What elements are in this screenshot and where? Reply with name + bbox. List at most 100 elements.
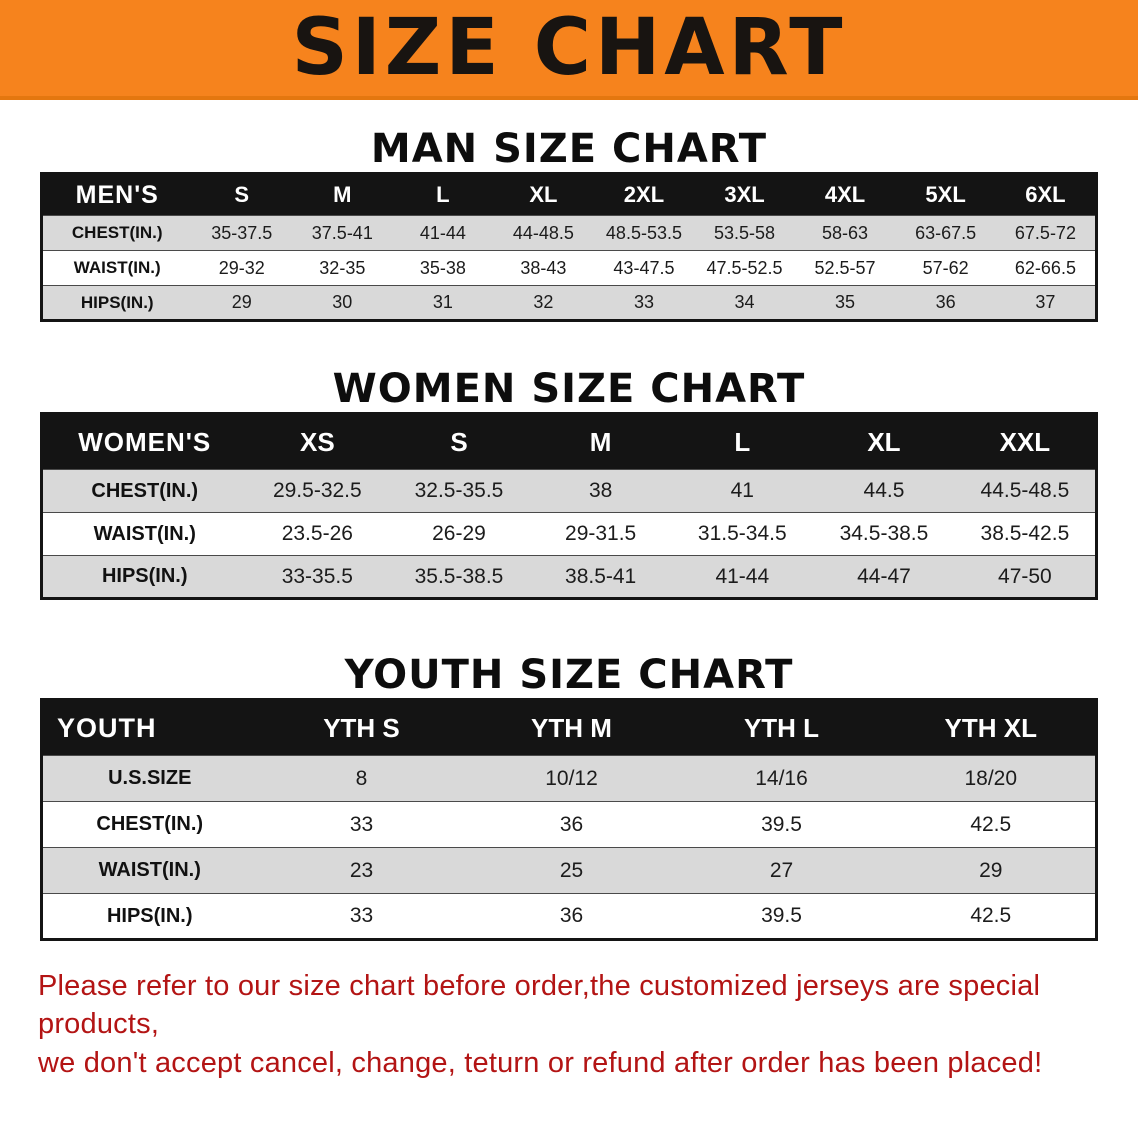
women-size-table: WOMEN'S XS S M L XL XXL CHEST(IN.) 29.5-32.5 32.5… bbox=[40, 412, 1098, 600]
row-label-cell: WAIST(IN.) bbox=[98, 859, 201, 881]
table-row: CHEST(IN.) 33 36 39.5 42.5 bbox=[41, 801, 1097, 848]
size-column-header: S bbox=[388, 413, 530, 470]
size-column-header: L bbox=[671, 413, 814, 470]
measurement-value-cell: 39.5 bbox=[761, 904, 802, 927]
measurement-value-cell: 32-35 bbox=[319, 257, 366, 278]
men-size-table: MEN'S S M L XL 2XL 3XL 4XL 5XL 6XL CHEST(IN.) 35-37… bbox=[40, 172, 1098, 322]
measurement-value-cell: 31 bbox=[432, 292, 453, 312]
size-column-header: 2XL bbox=[593, 173, 695, 216]
measurement-value-cell: 33 bbox=[633, 292, 654, 312]
measurement-value-cell: 38.5-42.5 bbox=[980, 522, 1070, 545]
size-chart-banner: SIZE CHART bbox=[0, 0, 1138, 100]
table-header-row: MEN'S S M L XL 2XL 3XL 4XL 5XL 6XL bbox=[41, 173, 1097, 216]
table-row: WAIST(IN.) 23.5-26 26-29 29-31.5 31.5-34.5 34… bbox=[41, 512, 1097, 556]
measurement-value-cell: 25 bbox=[559, 858, 584, 882]
measurement-value-cell: 67.5-72 bbox=[1014, 222, 1076, 243]
measurement-value-cell: 29 bbox=[231, 292, 252, 312]
table-header-row: WOMEN'S XS S M L XL XXL bbox=[41, 413, 1097, 470]
measurement-value-cell: 37.5-41 bbox=[311, 222, 373, 243]
table-row: HIPS(IN.) 29 30 31 32 33 34 35 36 37 bbox=[41, 285, 1097, 321]
measurement-value-cell: 8 bbox=[355, 766, 368, 790]
measurement-value-cell: 36 bbox=[935, 292, 956, 312]
measurement-value-cell: 31.5-34.5 bbox=[697, 522, 787, 545]
measurement-value-cell: 35.5-38.5 bbox=[414, 564, 504, 588]
row-label-cell: WAIST(IN.) bbox=[73, 258, 161, 277]
measurement-value-cell: 26-29 bbox=[432, 522, 486, 545]
row-label-cell: CHEST(IN.) bbox=[96, 813, 204, 835]
measurement-value-cell: 29 bbox=[979, 858, 1003, 882]
table-row: HIPS(IN.) 33 36 39.5 42.5 bbox=[41, 893, 1097, 940]
size-column-header: M bbox=[529, 413, 672, 470]
disclaimer-line-2: we don't accept cancel, change, teturn o… bbox=[38, 1046, 1043, 1079]
measurement-value-cell: 53.5-58 bbox=[713, 222, 776, 243]
table-row: WAIST(IN.) 29-32 32-35 35-38 38-43 43-47.5 47.… bbox=[41, 250, 1097, 286]
size-column-header: 3XL bbox=[694, 173, 795, 216]
measurement-value-cell: 58-63 bbox=[822, 222, 869, 243]
measurement-value-cell: 10/12 bbox=[545, 766, 598, 790]
row-label-cell: CHEST(IN.) bbox=[91, 479, 199, 502]
measurement-value-cell: 29-31.5 bbox=[565, 522, 637, 545]
disclaimer: Please refer to our size chart before or… bbox=[38, 967, 1100, 1082]
measurement-value-cell: 38 bbox=[588, 479, 613, 502]
row-label-cell: WAIST(IN.) bbox=[93, 522, 196, 545]
measurement-value-cell: 44.5-48.5 bbox=[980, 479, 1070, 502]
measurement-value-cell: 44-48.5 bbox=[512, 222, 574, 243]
measurement-value-cell: 32 bbox=[533, 292, 554, 312]
measurement-value-cell: 42.5 bbox=[970, 904, 1012, 927]
table-title-cell: YOUTH bbox=[41, 699, 257, 756]
measurement-value-cell: 57-62 bbox=[922, 257, 969, 278]
measurement-value-cell: 44-47 bbox=[857, 564, 911, 588]
table-row: WAIST(IN.) 23 25 27 29 bbox=[41, 847, 1097, 894]
disclaimer-line-1: Please refer to our size chart before or… bbox=[38, 970, 1041, 1041]
youth-size-table: YOUTH YTH S YTH M YTH L YTH XL U.S.SIZE 8 10/12… bbox=[40, 698, 1098, 941]
measurement-value-cell: 39.5 bbox=[761, 812, 802, 836]
measurement-value-cell: 23.5-26 bbox=[281, 522, 353, 545]
measurement-value-cell: 41 bbox=[730, 479, 754, 502]
youth-section-heading: YOUTH SIZE CHART bbox=[344, 652, 794, 698]
measurement-value-cell: 62-66.5 bbox=[1014, 257, 1076, 278]
size-column-header: XL bbox=[813, 413, 955, 470]
measurement-value-cell: 30 bbox=[332, 292, 353, 312]
table-row: HIPS(IN.) 33-35.5 35.5-38.5 38.5-41 41-44 44-… bbox=[41, 555, 1097, 599]
table-header-row: YOUTH YTH S YTH M YTH L YTH XL bbox=[41, 699, 1097, 756]
measurement-value-cell: 47-50 bbox=[998, 564, 1052, 588]
measurement-value-cell: 38-43 bbox=[520, 257, 567, 278]
size-column-header: L bbox=[392, 173, 494, 216]
table-title-cell: MEN'S bbox=[41, 173, 192, 216]
size-column-header: 6XL bbox=[995, 173, 1097, 216]
row-label-cell: HIPS(IN.) bbox=[80, 292, 154, 312]
page-title: SIZE CHART bbox=[291, 3, 847, 93]
measurement-value-cell: 47.5-52.5 bbox=[706, 257, 783, 278]
measurement-value-cell: 44.5 bbox=[863, 479, 905, 502]
row-label-cell: HIPS(IN.) bbox=[106, 904, 193, 927]
measurement-value-cell: 18/20 bbox=[964, 766, 1018, 790]
measurement-value-cell: 37 bbox=[1035, 292, 1056, 312]
measurement-value-cell: 27 bbox=[769, 858, 794, 882]
size-column-header: YTH M bbox=[466, 699, 677, 756]
size-column-header: 4XL bbox=[794, 173, 896, 216]
size-column-header: 5XL bbox=[895, 173, 996, 216]
size-column-header: YTH XL bbox=[886, 699, 1097, 756]
measurement-value-cell: 33 bbox=[349, 904, 374, 927]
measurement-value-cell: 36 bbox=[559, 812, 584, 836]
size-column-header: YTH L bbox=[676, 699, 887, 756]
measurement-value-cell: 35-38 bbox=[419, 257, 466, 278]
table-title-cell: WOMEN'S bbox=[41, 413, 247, 470]
measurement-value-cell: 34 bbox=[734, 292, 755, 312]
size-column-header: M bbox=[292, 173, 393, 216]
measurement-value-cell: 34.5-38.5 bbox=[839, 522, 929, 545]
measurement-value-cell: 35 bbox=[835, 292, 856, 312]
measurement-value-cell: 63-67.5 bbox=[915, 222, 977, 243]
measurement-value-cell: 14/16 bbox=[755, 766, 808, 790]
measurement-value-cell: 52.5-57 bbox=[814, 257, 876, 278]
measurement-value-cell: 38.5-41 bbox=[565, 564, 637, 588]
table-row: CHEST(IN.) 35-37.5 37.5-41 41-44 44-48.5 48.5… bbox=[41, 215, 1097, 251]
measurement-value-cell: 48.5-53.5 bbox=[605, 222, 682, 243]
measurement-value-cell: 29-32 bbox=[218, 257, 265, 278]
measurement-value-cell: 41-44 bbox=[419, 222, 466, 243]
measurement-value-cell: 41-44 bbox=[715, 564, 770, 588]
size-column-header: XS bbox=[246, 413, 389, 470]
size-column-header: S bbox=[191, 173, 293, 216]
measurement-value-cell: 42.5 bbox=[970, 812, 1012, 836]
women-section-heading: WOMEN SIZE CHART bbox=[332, 366, 806, 412]
